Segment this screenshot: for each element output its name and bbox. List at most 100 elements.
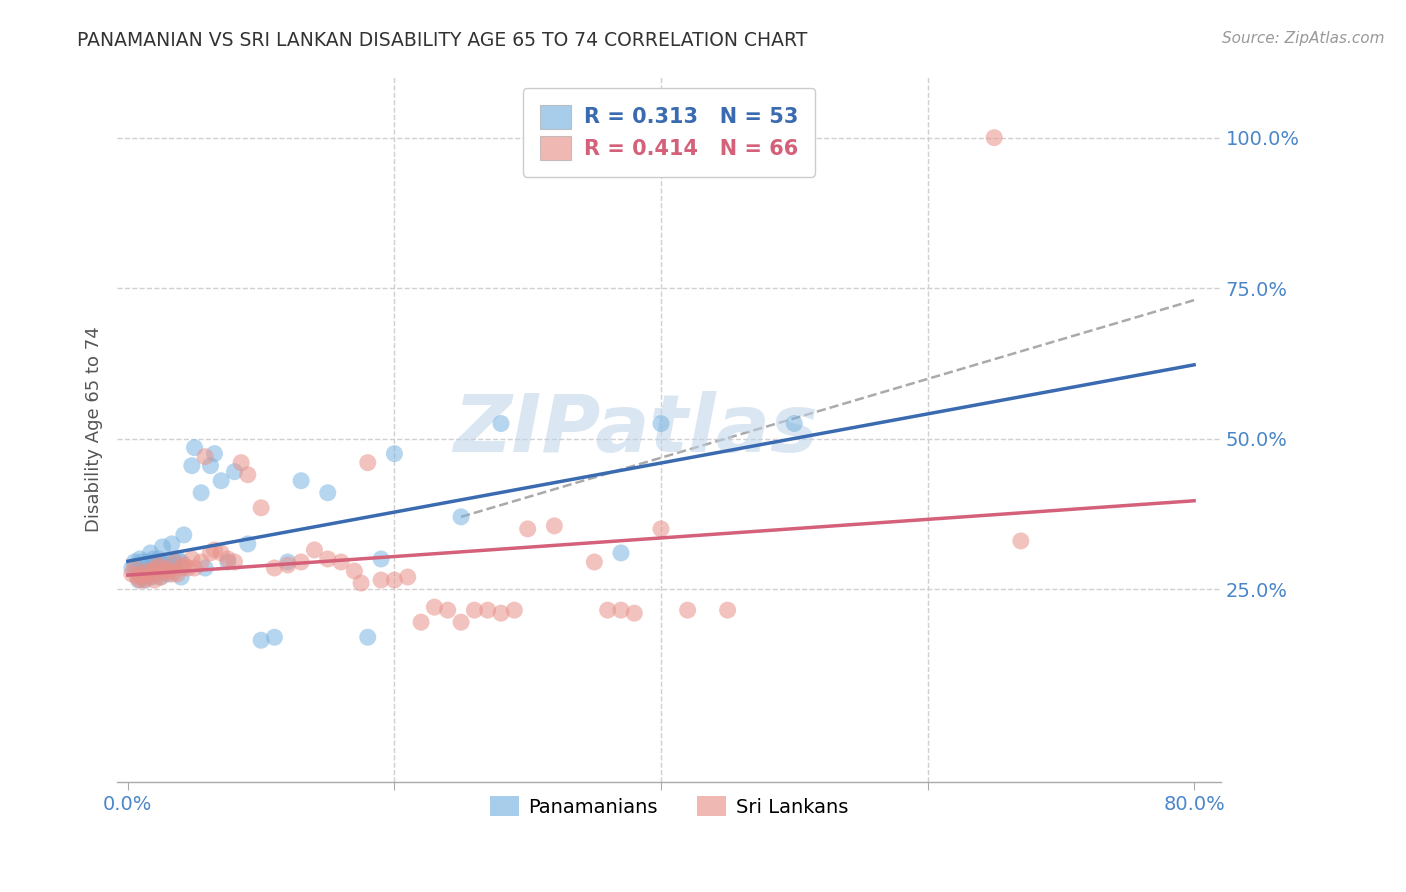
Point [1010,533,1032,548]
Text: PANAMANIAN VS SRI LANKAN DISABILITY AGE 65 TO 74 CORRELATION CHART: PANAMANIAN VS SRI LANKAN DISABILITY AGE … [77,31,807,50]
Point [263,630,285,644]
Point [236,537,259,551]
Point [157,564,180,578]
Point [676,603,699,617]
Point [143,573,166,587]
Point [136,564,159,578]
Point [135,564,157,578]
Point [155,564,177,578]
Point [121,567,143,582]
Point [384,447,406,461]
Point [204,543,226,558]
Point [623,606,645,620]
Point [194,561,217,575]
Point [180,552,202,566]
Point [650,522,672,536]
Point [489,417,512,431]
Point [183,441,205,455]
Point [450,509,472,524]
Point [149,570,172,584]
Point [316,552,339,566]
Point [409,615,432,630]
Point [396,570,419,584]
Point [650,417,672,431]
Point [148,552,170,566]
Point [290,555,312,569]
Point [127,570,149,584]
Point [217,552,239,566]
Point [450,615,472,630]
Point [121,561,143,575]
Point [170,561,193,575]
Point [166,552,188,566]
Point [436,603,458,617]
Point [128,573,150,587]
Point [583,555,606,569]
Point [516,522,538,536]
Text: Source: ZipAtlas.com: Source: ZipAtlas.com [1222,31,1385,46]
Point [423,600,446,615]
Point [384,573,406,587]
Point [236,467,259,482]
Point [190,555,212,569]
Point [316,485,339,500]
Point [157,555,180,569]
Point [200,458,222,473]
Point [357,456,380,470]
Point [160,537,183,551]
Point [129,555,152,569]
Point [596,603,619,617]
Point [489,606,512,620]
Point [141,570,163,584]
Point [153,558,176,572]
Y-axis label: Disability Age 65 to 74: Disability Age 65 to 74 [86,326,103,533]
Point [132,564,155,578]
Point [983,130,1005,145]
Point [156,567,179,582]
Point [148,558,170,572]
Point [350,576,373,591]
Point [143,555,166,569]
Point [173,558,195,572]
Point [477,603,499,617]
Point [183,561,205,575]
Point [357,630,380,644]
Point [204,447,226,461]
Point [370,573,392,587]
Point [277,558,299,572]
Point [142,552,165,566]
Point [209,474,232,488]
Point [129,567,152,582]
Point [224,465,246,479]
Point [129,570,152,584]
Point [146,567,169,582]
Point [543,519,565,533]
Point [463,603,485,617]
Point [290,474,312,488]
Point [250,500,273,515]
Point [150,555,173,569]
Point [128,552,150,566]
Point [170,555,193,569]
Point [231,456,253,470]
Point [141,564,163,578]
Point [132,573,155,587]
Point [143,567,166,582]
Point [190,485,212,500]
Point [152,540,174,554]
Point [180,458,202,473]
Point [160,567,183,582]
Point [134,573,156,587]
Point [146,561,169,575]
Point [138,570,160,584]
Point [128,573,150,587]
Point [610,603,633,617]
Legend: Panamanians, Sri Lankans: Panamanians, Sri Lankans [482,789,856,825]
Point [370,552,392,566]
Point [124,555,146,569]
Point [124,561,146,575]
Text: ZIPatlas: ZIPatlas [453,391,818,468]
Point [200,546,222,560]
Point [209,546,232,560]
Point [173,528,195,542]
